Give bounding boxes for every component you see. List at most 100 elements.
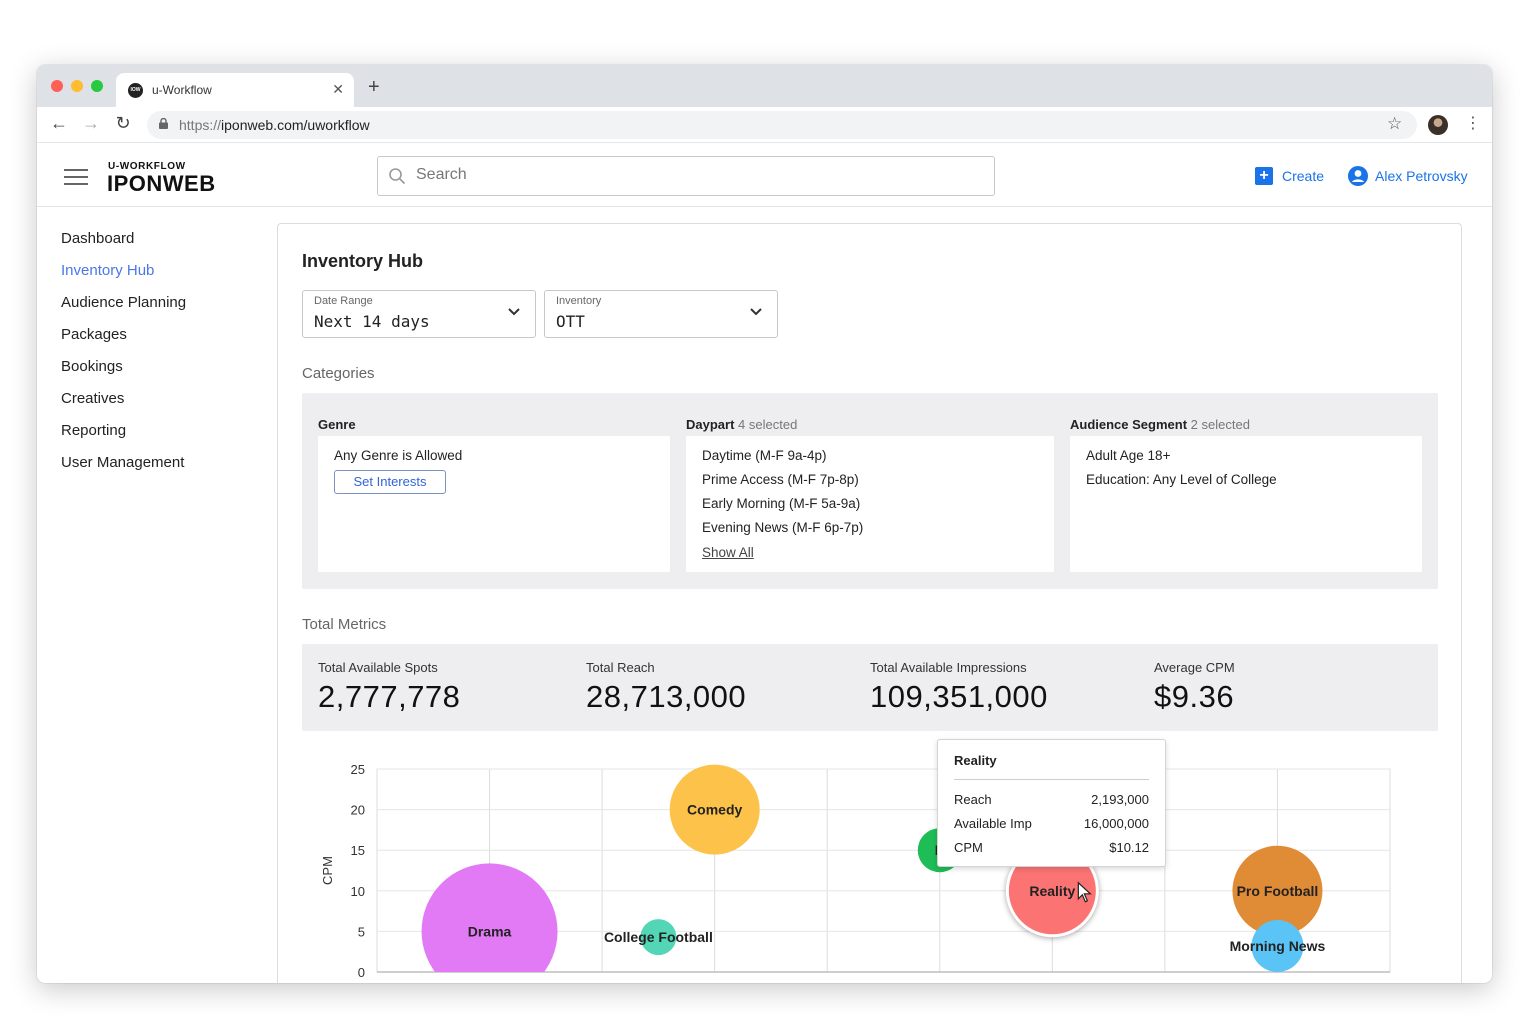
search-input[interactable]	[416, 166, 976, 184]
back-arrow-icon[interactable]: ←	[50, 113, 68, 133]
metric-spots: Total Available Spots 2,777,778	[318, 660, 460, 715]
plus-icon: +	[1255, 167, 1273, 185]
inventory-select[interactable]: Inventory OTT	[544, 290, 778, 338]
daypart-heading: Daypart 4 selected	[686, 417, 798, 432]
date-range-label: Date Range	[314, 295, 373, 307]
hamburger-menu-icon[interactable]	[64, 169, 88, 185]
y-tick-label: 0	[358, 965, 365, 980]
inventory-label: Inventory	[556, 295, 602, 307]
sidebar-item-dashboard[interactable]: Dashboard	[61, 230, 135, 247]
metric-impressions: Total Available Impressions 109,351,000	[870, 660, 1048, 715]
audience-heading: Audience Segment 2 selected	[1070, 417, 1250, 432]
metric-reach: Total Reach 28,713,000	[586, 660, 746, 715]
tooltip-row-imp: Available Imp 16,000,000	[954, 816, 1149, 831]
daypart-box: Daytime (M-F 9a-4p) Prime Access (M-F 7p…	[686, 436, 1054, 572]
bubble-college-football[interactable]	[640, 919, 677, 956]
y-tick-label: 5	[358, 924, 365, 939]
forward-arrow-icon[interactable]: →	[82, 113, 100, 133]
sidebar-item-inventory-hub[interactable]: Inventory Hub	[61, 262, 155, 279]
genre-box: Any Genre is Allowed Set Interests	[318, 436, 670, 572]
browser-window: IOW u-Workflow ✕ + ← → ↻ https://iponweb…	[37, 65, 1492, 983]
y-tick-label: 15	[351, 843, 365, 858]
page-title: Inventory Hub	[302, 251, 424, 271]
create-button[interactable]: + Create	[1255, 167, 1324, 185]
bubble-label: College Football	[604, 929, 713, 945]
sidebar-nav: Dashboard Inventory Hub Audience Plannin…	[61, 231, 186, 487]
bookmark-star-icon[interactable]: ☆	[1387, 114, 1403, 133]
bubble-label: Morning News	[1230, 938, 1326, 954]
set-interests-button[interactable]: Set Interests	[334, 470, 446, 494]
bubble-label: Pro Football	[1237, 883, 1319, 899]
maximize-window-button[interactable]	[91, 80, 103, 92]
brand-logo[interactable]: IPONWEB	[107, 171, 216, 196]
lock-icon	[159, 118, 168, 129]
date-range-value: Next 14 days	[314, 312, 430, 331]
inventory-value: OTT	[556, 312, 585, 331]
metrics-panel: Total Available Spots 2,777,778 Total Re…	[302, 644, 1438, 731]
sidebar-item-bookings[interactable]: Bookings	[61, 358, 123, 375]
daypart-item: Early Morning (M-F 5a-9a)	[702, 496, 861, 511]
new-tab-icon[interactable]: +	[368, 76, 380, 98]
metric-cpm: Average CPM $9.36	[1154, 660, 1235, 715]
favicon-icon: IOW	[128, 83, 143, 98]
y-tick-label: 20	[351, 803, 365, 818]
audience-item: Adult Age 18+	[1086, 448, 1171, 463]
sidebar-item-audience-planning[interactable]: Audience Planning	[61, 294, 187, 311]
browser-toolbar: ← → ↻ https://iponweb.com/uworkflow ☆ ⋮	[37, 107, 1492, 143]
tooltip-row-cpm: CPM $10.12	[954, 840, 1149, 855]
browser-tab[interactable]: IOW u-Workflow ✕	[116, 73, 354, 107]
chevron-down-icon	[750, 308, 762, 316]
browser-menu-icon[interactable]: ⋮	[1465, 115, 1481, 132]
user-menu[interactable]: Alex Petrovsky	[1348, 166, 1468, 186]
metric-value: 109,351,000	[870, 679, 1048, 714]
metric-label: Total Available Spots	[318, 660, 438, 675]
daypart-item: Daytime (M-F 9a-4p)	[702, 448, 827, 463]
sidebar-item-packages[interactable]: Packages	[61, 326, 127, 343]
app-header: U-WORKFLOW IPONWEB + Create Alex Petrovs…	[37, 143, 1492, 207]
date-range-select[interactable]: Date Range Next 14 days	[302, 290, 536, 338]
chart-tooltip: Reality Reach 2,193,000 Available Imp 16,0…	[937, 739, 1166, 867]
categories-title: Categories	[302, 365, 375, 382]
tooltip-divider	[954, 779, 1149, 780]
daypart-item: Evening News (M-F 6p-7p)	[702, 520, 864, 535]
metric-label: Total Reach	[586, 660, 655, 675]
address-bar[interactable]: https://iponweb.com/uworkflow	[147, 111, 1417, 139]
tab-strip: IOW u-Workflow ✕ +	[37, 65, 1492, 107]
metric-value: $9.36	[1154, 679, 1235, 714]
user-account-icon	[1348, 166, 1368, 186]
genre-heading: Genre	[318, 417, 356, 432]
metric-label: Average CPM	[1154, 660, 1235, 675]
sidebar-item-user-management[interactable]: User Management	[61, 454, 185, 471]
bubble-pro-football[interactable]	[1232, 845, 1323, 936]
brand-subtitle: U-WORKFLOW	[108, 161, 186, 172]
bubble-drama[interactable]	[421, 863, 558, 983]
bubble-label: Comedy	[687, 802, 742, 818]
sidebar-item-creatives[interactable]: Creatives	[61, 390, 125, 407]
tooltip-title: Reality	[954, 753, 997, 768]
y-tick-label: 10	[351, 884, 365, 899]
sidebar-item-reporting[interactable]: Reporting	[61, 422, 127, 439]
create-label: Create	[1282, 168, 1325, 184]
bubble-series	[421, 764, 1323, 983]
total-metrics-title: Total Metrics	[302, 616, 387, 633]
inventory-hub-card: Inventory Hub Date Range Next 14 days In…	[277, 223, 1462, 983]
search-icon	[389, 168, 406, 185]
profile-avatar[interactable]	[1428, 115, 1448, 135]
metric-label: Total Available Impressions	[870, 660, 1027, 675]
minimize-window-button[interactable]	[71, 80, 83, 92]
close-tab-icon[interactable]: ✕	[332, 81, 344, 97]
bubble-comedy[interactable]	[669, 764, 760, 855]
daypart-item: Prime Access (M-F 7p-8p)	[702, 472, 859, 487]
search-box[interactable]	[377, 156, 995, 196]
reload-icon[interactable]: ↻	[115, 113, 131, 133]
chevron-down-icon	[508, 308, 520, 316]
audience-box: Adult Age 18+ Education: Any Level of Co…	[1070, 436, 1422, 572]
metric-value: 28,713,000	[586, 679, 747, 714]
bubble-label: Reality	[1029, 883, 1075, 899]
metric-value: 2,777,778	[318, 679, 461, 714]
close-window-button[interactable]	[51, 80, 63, 92]
bubble-chart: 0 5 10 15 20 25 CPM Drama College Football Comedy…	[320, 762, 1391, 983]
show-all-link[interactable]: Show All	[702, 545, 754, 560]
bubble-morning-news[interactable]	[1251, 920, 1304, 972]
tab-title: u-Workflow	[152, 83, 212, 97]
